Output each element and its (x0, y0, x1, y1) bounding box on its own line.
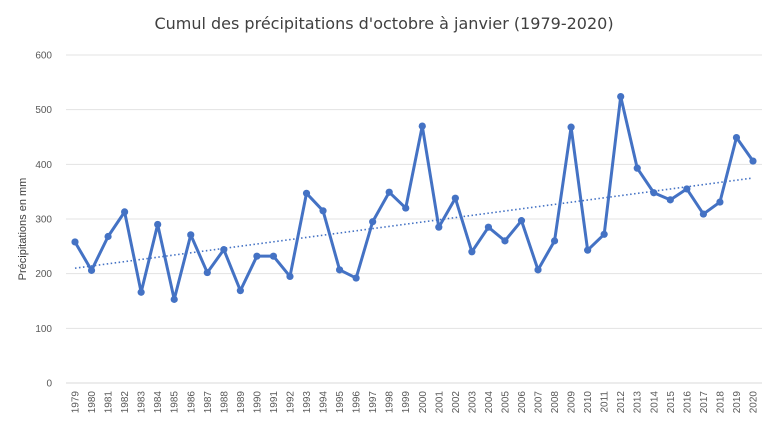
x-tick-label: 1998 (385, 391, 396, 414)
data-point (435, 223, 443, 231)
x-tick-label: 2000 (418, 391, 429, 414)
x-tick-label: 2013 (633, 391, 644, 414)
x-tick-label: 2014 (649, 391, 660, 414)
x-tick-label: 1993 (302, 391, 313, 414)
y-tick-label: 100 (35, 324, 52, 335)
data-point (617, 92, 625, 101)
x-tick-label: 1995 (335, 391, 346, 414)
y-tick-label: 600 (35, 51, 52, 62)
x-tick-label: 1994 (319, 391, 330, 414)
data-point (749, 157, 757, 165)
x-tick-label: 1992 (285, 391, 296, 414)
x-tick-label: 2019 (732, 391, 743, 414)
data-point (550, 237, 559, 245)
x-tick-label: 1997 (368, 391, 379, 414)
x-tick-label: 1981 (104, 391, 115, 414)
y-tick-label: 200 (35, 269, 52, 280)
data-point (121, 208, 129, 216)
data-point (633, 164, 641, 172)
x-tick-label: 1980 (87, 391, 98, 414)
data-point (484, 223, 493, 231)
chart-title: Cumul des précipitations d'octobre à jan… (154, 14, 614, 33)
y-tick-label: 500 (35, 105, 52, 116)
x-tick-label: 2003 (467, 391, 478, 414)
data-point (253, 252, 261, 260)
data-point (699, 210, 707, 218)
data-point (402, 204, 410, 212)
x-tick-label: 1990 (252, 391, 263, 414)
data-point (385, 188, 393, 196)
data-point (369, 218, 377, 226)
x-tick-label: 2015 (666, 391, 677, 414)
x-tick-label: 1988 (219, 391, 230, 414)
data-point (600, 230, 608, 238)
data-point (154, 220, 162, 229)
data-point (468, 248, 476, 256)
data-point (87, 266, 96, 274)
data-point (732, 133, 741, 142)
data-point (187, 231, 195, 239)
data-point (71, 238, 79, 246)
data-point (567, 123, 575, 131)
x-tick-label: 2006 (517, 391, 528, 414)
x-tick-label: 2008 (550, 391, 561, 414)
x-tick-label: 1987 (203, 391, 214, 414)
x-tick-label: 2004 (484, 391, 495, 414)
data-point (666, 196, 674, 204)
data-point (302, 189, 311, 197)
x-tick-label: 1999 (401, 391, 412, 414)
data-point (203, 268, 211, 277)
x-tick-label: 2005 (500, 391, 511, 414)
x-tick-label: 1986 (186, 391, 197, 414)
x-tick-label: 2007 (534, 391, 545, 414)
data-point (335, 266, 344, 274)
data-point (418, 122, 426, 130)
x-tick-label: 1979 (71, 391, 82, 414)
data-point (104, 232, 112, 241)
data-point (517, 217, 526, 225)
x-tick-label: 2016 (682, 391, 693, 414)
data-point (501, 237, 509, 245)
data-point (716, 198, 724, 206)
y-tick-label: 400 (35, 160, 52, 171)
x-tick-label: 1982 (120, 391, 131, 414)
y-tick-label: 0 (46, 379, 52, 390)
data-point (220, 246, 228, 254)
x-tick-label: 2017 (699, 391, 710, 414)
data-point (683, 185, 691, 193)
x-tick-label: 1984 (153, 391, 164, 414)
data-point (170, 295, 178, 303)
x-tick-label: 2002 (451, 391, 462, 414)
data-point (352, 274, 360, 282)
data-point (534, 266, 542, 274)
data-series (71, 92, 757, 303)
x-tick-label: 2018 (715, 391, 726, 414)
x-axis-ticks: 1979 1980 1981 1982 1983 1984 1985 1986 1987 1988… (71, 391, 760, 414)
data-point (236, 287, 244, 295)
x-tick-label: 1985 (170, 391, 181, 414)
data-point (269, 252, 278, 260)
x-tick-label: 1989 (236, 391, 247, 414)
x-tick-label: 1983 (137, 391, 148, 414)
x-tick-label: 2009 (567, 391, 578, 414)
data-point (650, 189, 658, 197)
data-point (137, 288, 145, 296)
x-tick-label: 2020 (749, 391, 760, 414)
x-tick-label: 2001 (434, 391, 445, 414)
series-line (73, 95, 755, 301)
x-tick-label: 2012 (616, 391, 627, 414)
data-point (584, 246, 592, 254)
x-tick-label: 2011 (600, 391, 611, 413)
y-axis-ticks: 0 100 200 300 400 500 600 (35, 51, 52, 390)
data-point (319, 207, 327, 215)
y-tick-label: 300 (35, 215, 52, 226)
data-point (451, 194, 459, 202)
x-tick-label: 2010 (583, 391, 594, 414)
x-tick-label: 1991 (269, 391, 280, 414)
y-axis-label: Précipitations en mm (17, 178, 29, 281)
data-point (286, 272, 294, 280)
x-tick-label: 1996 (352, 391, 363, 414)
gridlines (66, 54, 762, 384)
